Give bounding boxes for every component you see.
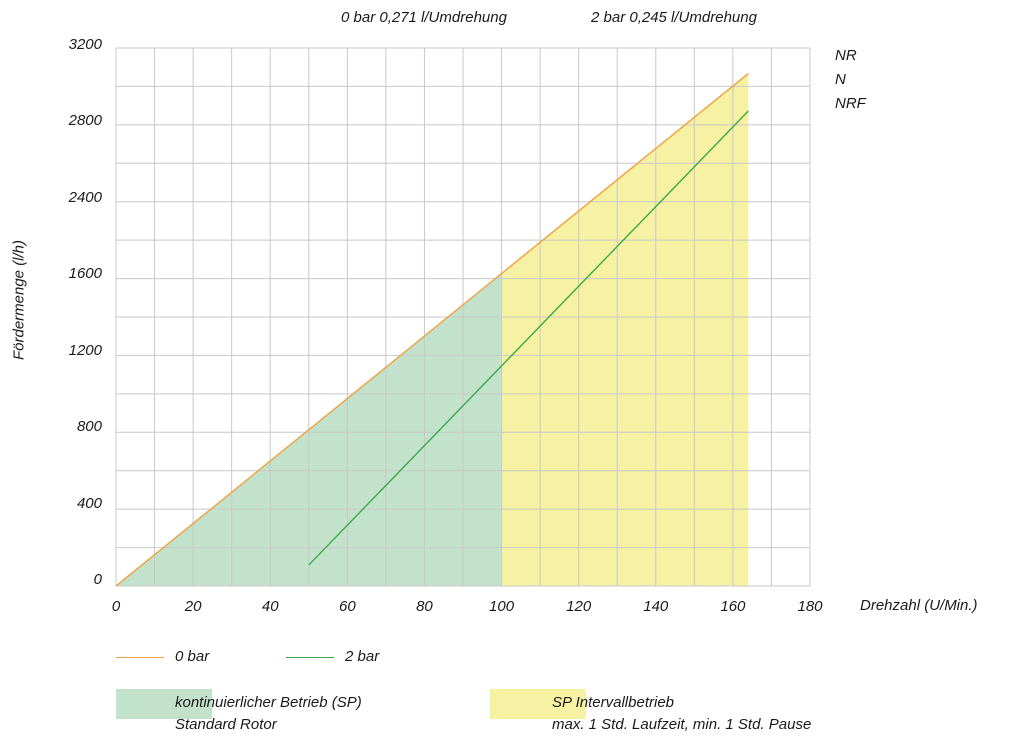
y-axis-label: Fördermenge (l/h): [10, 239, 28, 361]
model-label-nr: NR: [835, 47, 857, 64]
x-tick-label: 160: [720, 598, 746, 615]
legend-label-2bar: 2 bar: [345, 648, 380, 665]
legend-swatch-continuous: [116, 689, 212, 719]
legend-label-continuous: kontinuierlicher Betrieb (SP): [175, 694, 362, 711]
legend-sub-interval: max. 1 Std. Laufzeit, min. 1 Std. Pause: [552, 716, 812, 733]
y-tick-label: 2800: [68, 112, 103, 129]
x-tick-label: 80: [416, 598, 433, 615]
x-tick-label: 140: [643, 598, 669, 615]
x-tick-label: 20: [184, 598, 202, 615]
x-tick-label: 60: [339, 598, 356, 615]
legend-label-interval: SP Intervallbetrieb: [552, 694, 675, 711]
legend-label-0bar: 0 bar: [175, 648, 210, 665]
x-tick-label: 0: [112, 598, 121, 615]
legend-line-0bar: [116, 657, 164, 658]
y-tick-label: 3200: [69, 36, 103, 53]
top-note-0bar: 0 bar 0,271 l/Umdrehung: [341, 9, 507, 26]
legend-swatch-interval: [490, 689, 586, 719]
y-tick-label: 400: [77, 495, 103, 512]
series-line-0: [115, 73, 749, 587]
legend-line-2bar: [286, 657, 334, 658]
legend-sub-continuous: Standard Rotor: [175, 716, 277, 733]
x-axis-label: Drehzahl (U/Min.): [860, 597, 978, 614]
y-tick-label: 2400: [68, 189, 103, 206]
top-note-2bar: 2 bar 0,245 l/Umdrehung: [591, 9, 757, 26]
y-tick-label: 1200: [69, 342, 103, 359]
tick-layer: 0 20 40 60 80 100 120 140 160 180 0 400 800 1200 1600 2…: [68, 36, 824, 615]
grid-layer: [115, 47, 811, 587]
x-tick-label: 180: [797, 598, 823, 615]
model-label-nrf: NRF: [835, 95, 866, 112]
y-tick-label: 1600: [69, 265, 103, 282]
series-layer: [115, 73, 749, 587]
y-tick-label: 800: [77, 418, 103, 435]
x-tick-label: 40: [262, 598, 279, 615]
series-line-1: [308, 110, 749, 566]
y-tick-label: 0: [94, 571, 103, 588]
x-tick-label: 120: [566, 598, 592, 615]
x-tick-label: 100: [489, 598, 515, 615]
model-label-n: N: [835, 71, 846, 88]
